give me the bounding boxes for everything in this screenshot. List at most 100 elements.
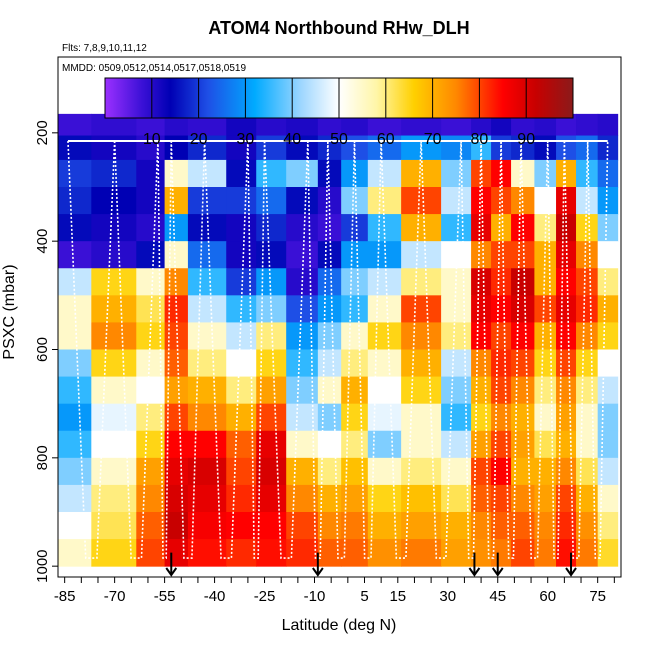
- heatmap-cell: [226, 457, 257, 486]
- y-tick-label: 400: [34, 229, 51, 254]
- heatmap-cell: [556, 187, 577, 215]
- colorbar-tick-label: 80: [471, 131, 489, 148]
- x-tick-label: 75: [589, 588, 606, 605]
- heatmap-cell: [341, 430, 369, 459]
- flights-label: Flts: 7,8,9,10,11,12: [62, 43, 147, 54]
- heatmap-cell: [597, 322, 619, 350]
- heatmap-cell: [187, 376, 227, 405]
- x-axis-label: Latitude (deg N): [282, 617, 397, 634]
- heatmap-cell: [317, 159, 342, 188]
- heatmap-cell: [58, 268, 92, 296]
- heatmap-cell: [164, 430, 189, 459]
- heatmap-cell: [534, 349, 557, 378]
- heatmap-cell: [91, 403, 137, 432]
- heatmap-cell: [164, 241, 189, 269]
- heatmap-cell: [341, 376, 369, 405]
- heatmap-cell: [401, 268, 442, 296]
- heatmap-cell: [576, 457, 599, 486]
- heatmap-cell: [256, 403, 287, 432]
- plot-frame: [57, 56, 622, 578]
- heatmap-cell: [286, 322, 319, 350]
- heatmap-cell: [471, 113, 492, 137]
- heatmap-cell: [491, 430, 512, 459]
- heatmap-cell: [401, 113, 442, 137]
- heatmap-cell: [91, 241, 137, 269]
- heatmap-cell: [471, 376, 492, 405]
- flight-profile-path: [157, 140, 173, 559]
- heatmap-cell: [511, 376, 535, 405]
- heatmap-cell: [471, 322, 492, 350]
- heatmap-cell: [367, 430, 402, 459]
- y-axis-label: PSXC (mbar): [1, 264, 18, 359]
- heatmap-cell: [187, 113, 227, 137]
- heatmap-cell: [226, 322, 257, 350]
- flight-profile-path: [203, 140, 249, 559]
- heatmap-cell: [256, 268, 287, 296]
- flight-profile-path: [263, 140, 309, 559]
- heatmap-cell: [91, 268, 137, 296]
- heatmap-cell: [286, 159, 319, 188]
- x-tick-label: 15: [389, 588, 406, 605]
- heatmap-cell: [576, 214, 599, 242]
- heatmap-cell: [164, 187, 189, 215]
- heatmap-cell: [511, 403, 535, 432]
- heatmap-cell: [556, 241, 577, 269]
- heatmap-cell: [367, 322, 402, 350]
- flight-profile-path: [586, 140, 609, 559]
- heatmap-cell: [226, 430, 257, 459]
- heatmap-cell: [136, 484, 166, 513]
- heatmap-cell: [597, 349, 619, 378]
- heatmap-cell: [226, 484, 257, 513]
- profile-marker-arrowhead: [312, 567, 324, 577]
- heatmap-cell: [597, 159, 619, 188]
- heatmap-cell: [136, 268, 166, 296]
- heatmap-cell: [441, 484, 472, 513]
- heatmap-cell: [91, 113, 137, 137]
- heatmap-cell: [401, 214, 442, 242]
- heatmap-cell: [534, 512, 557, 540]
- heatmap-cell: [534, 295, 557, 323]
- heatmap-cell: [136, 457, 166, 486]
- x-axis: -85 -70 -55 -40 -25 -10 5 15 30 45 60 75: [54, 577, 615, 605]
- x-tick-label: -40: [204, 588, 226, 605]
- heatmap-cell: [367, 187, 402, 215]
- colorbar-tick-label: 70: [424, 131, 442, 148]
- colorbar-tick-label: 40: [283, 131, 301, 148]
- heatmap-cell: [576, 159, 599, 188]
- heatmap-cell: [91, 187, 137, 215]
- heatmap-cell: [597, 295, 619, 323]
- heatmap-cell: [597, 539, 619, 567]
- heatmap-cell: [164, 268, 189, 296]
- colorbar-ticks: 10 20 30 40 50 60 70 80 90: [143, 78, 535, 148]
- flight-profile-path: [380, 140, 422, 559]
- profile-markers: [165, 552, 577, 577]
- flight-profile-path: [170, 140, 206, 559]
- heatmap-cell: [136, 512, 166, 540]
- colorbar-tick-label: 60: [377, 131, 395, 148]
- heatmap-cell: [556, 376, 577, 405]
- heatmap-cell: [367, 376, 402, 405]
- heatmap-cell: [576, 430, 599, 459]
- colorbar-tick-label: 30: [237, 131, 255, 148]
- heatmap-cell: [556, 322, 577, 350]
- heatmap-cell: [256, 457, 287, 486]
- heatmap-cell: [256, 430, 287, 459]
- heatmap-cell: [341, 295, 369, 323]
- heatmap-cell: [597, 403, 619, 432]
- profile-marker-arrowhead: [565, 567, 577, 577]
- heatmap-cell: [556, 159, 577, 188]
- heatmap-cell: [511, 322, 535, 350]
- heatmap-cell: [401, 159, 442, 188]
- heatmap-cell: [58, 349, 92, 378]
- heatmap-cell: [187, 135, 227, 161]
- heatmap-cell: [401, 322, 442, 350]
- heatmap-cell: [164, 376, 189, 405]
- heatmap-cell: [187, 512, 227, 540]
- heatmap-cell: [136, 214, 166, 242]
- flight-profile-path: [247, 140, 266, 559]
- heatmap-cell: [286, 349, 319, 378]
- heatmap-cell: [491, 322, 512, 350]
- x-tick-label: 45: [489, 588, 506, 605]
- heatmap-cell: [136, 241, 166, 269]
